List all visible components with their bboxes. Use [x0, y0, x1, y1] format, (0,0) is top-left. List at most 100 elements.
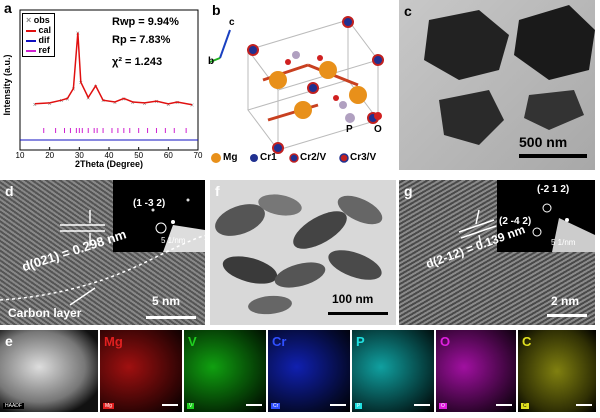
- mg-legend-label: Mg: [223, 152, 238, 163]
- cr3-legend-label: Cr3/V: [350, 152, 377, 163]
- map-cr-tag: Cr: [271, 403, 281, 409]
- saed-inset-g: (-2 1 2) (2 -4 2) 5 1/nm: [497, 180, 595, 252]
- saed-scale-d: 5 1/nm: [161, 236, 186, 245]
- map-p-tag: P: [355, 403, 363, 409]
- saed-scale-g: 5 1/nm: [551, 238, 576, 247]
- mg-atom: [269, 71, 287, 89]
- panel-label-d: d: [5, 183, 14, 199]
- cr-atom: [307, 82, 319, 94]
- lattice-marker-d: [0, 210, 205, 306]
- map-haadf: HAADF: [0, 330, 98, 412]
- obs-point: ×: [101, 98, 105, 105]
- map-o-title: O: [440, 334, 451, 349]
- map-v-title: V: [188, 334, 197, 349]
- mg-atom: [349, 86, 367, 104]
- map-cr-title: Cr: [272, 334, 287, 349]
- p-atom: [339, 101, 347, 109]
- map-p: P P: [352, 330, 434, 412]
- o-legend-label: O: [374, 124, 382, 135]
- saed-inset-d: (1 -3 2) 5 1/nm: [113, 180, 205, 252]
- saed-index-d: (1 -3 2): [133, 198, 166, 209]
- legend-cal: cal: [26, 25, 51, 35]
- obs-point: ×: [59, 98, 63, 105]
- map-p-title: P: [356, 334, 365, 349]
- panel-label-c: c: [404, 3, 412, 19]
- mg-atom: [294, 101, 312, 119]
- legend-dif: dif: [26, 35, 51, 45]
- xtick-label: 20: [45, 151, 54, 160]
- panel-c: c 500 nm: [399, 0, 595, 170]
- cr2-legend-dot: [289, 153, 299, 163]
- tem-nanoparticles: [215, 194, 383, 315]
- obs-point: ×: [65, 96, 69, 103]
- panel-label-e: e: [5, 333, 13, 349]
- axis-b-arrow: [209, 57, 221, 63]
- saed-index1-g: (-2 1 2): [537, 184, 570, 195]
- scale-bar-c: [519, 154, 587, 158]
- scale-label-d: 5 nm: [152, 294, 181, 308]
- p-atom: [292, 51, 300, 59]
- scale-label-f: 100 nm: [332, 292, 374, 306]
- scale-bar-d: [146, 316, 196, 319]
- cr1-legend-label: Cr1: [260, 152, 277, 163]
- map-o-scale: [496, 404, 512, 406]
- scale-bar-f: [328, 312, 388, 315]
- p-legend-label: P: [346, 124, 353, 135]
- xtick-label: 50: [134, 151, 143, 160]
- map-cr: Cr Cr: [268, 330, 350, 412]
- map-c-title: C: [522, 334, 532, 349]
- map-mg-title: Mg: [104, 334, 123, 349]
- xtick-label: 30: [75, 151, 84, 160]
- cr-atom: [342, 16, 354, 28]
- panel-label-b: b: [212, 2, 221, 18]
- scale-bar-g: [547, 314, 587, 317]
- map-o-tag: O: [439, 403, 447, 409]
- map-p-scale: [414, 404, 430, 406]
- cr-atom: [272, 142, 284, 154]
- obs-point: ×: [131, 100, 135, 107]
- xtick-label: 40: [105, 151, 114, 160]
- o-legend-dot: [374, 112, 382, 120]
- obs-point: ×: [190, 103, 194, 110]
- panel-label-g: g: [404, 183, 413, 199]
- xlabel: 2Theta (Degree): [75, 159, 143, 169]
- obs-point: ×: [143, 101, 147, 108]
- map-c: C C: [518, 330, 596, 412]
- ylabel: Intensity (a.u.): [2, 54, 12, 115]
- obs-point: ×: [33, 102, 37, 109]
- panel-b: b c b P O Mg Cr1 Cr2/V Cr3/V: [208, 0, 396, 170]
- map-mg-scale: [162, 404, 178, 406]
- panel-f: f 100 nm: [210, 180, 396, 325]
- obs-point: ×: [175, 100, 179, 107]
- mg-atom: [319, 61, 337, 79]
- panel-label-f: f: [215, 183, 220, 199]
- panel-label-a: a: [4, 0, 12, 16]
- cr-atom: [372, 54, 384, 66]
- map-cr-scale: [330, 404, 346, 406]
- map-v: V V: [184, 330, 266, 412]
- o-atom: [285, 59, 291, 65]
- cal-line: [34, 32, 193, 106]
- map-c-tag: C: [521, 403, 529, 409]
- stat-rwp: Rwp = 9.94%: [112, 16, 179, 28]
- obs-point: ×: [122, 96, 126, 103]
- tem-image: [424, 5, 595, 145]
- o-atom: [333, 95, 339, 101]
- cr2-legend-label: Cr2/V: [300, 152, 327, 163]
- xtick-label: 10: [16, 151, 25, 160]
- scale-label-c: 500 nm: [519, 134, 568, 150]
- o-atom: [317, 55, 323, 61]
- xtick-label: 70: [194, 151, 203, 160]
- lattice-marker-g: [458, 209, 497, 246]
- map-haadf-tag: HAADF: [3, 403, 24, 409]
- panel-a: × × × × × × × × × × × × × × × × × × 10 20 30 40 50 60 70 Intens…: [0, 0, 205, 170]
- axis-c-arrow: [219, 29, 231, 59]
- map-v-scale: [246, 404, 262, 406]
- crystal-structure: [209, 16, 384, 163]
- obs-point: ×: [86, 96, 90, 103]
- axis-c-label: c: [229, 17, 235, 28]
- mg-legend-dot: [211, 153, 221, 163]
- map-o: O O: [436, 330, 516, 412]
- stat-rp: Rp = 7.83%: [112, 34, 171, 46]
- xrd-legend: × obs cal dif ref: [22, 13, 56, 57]
